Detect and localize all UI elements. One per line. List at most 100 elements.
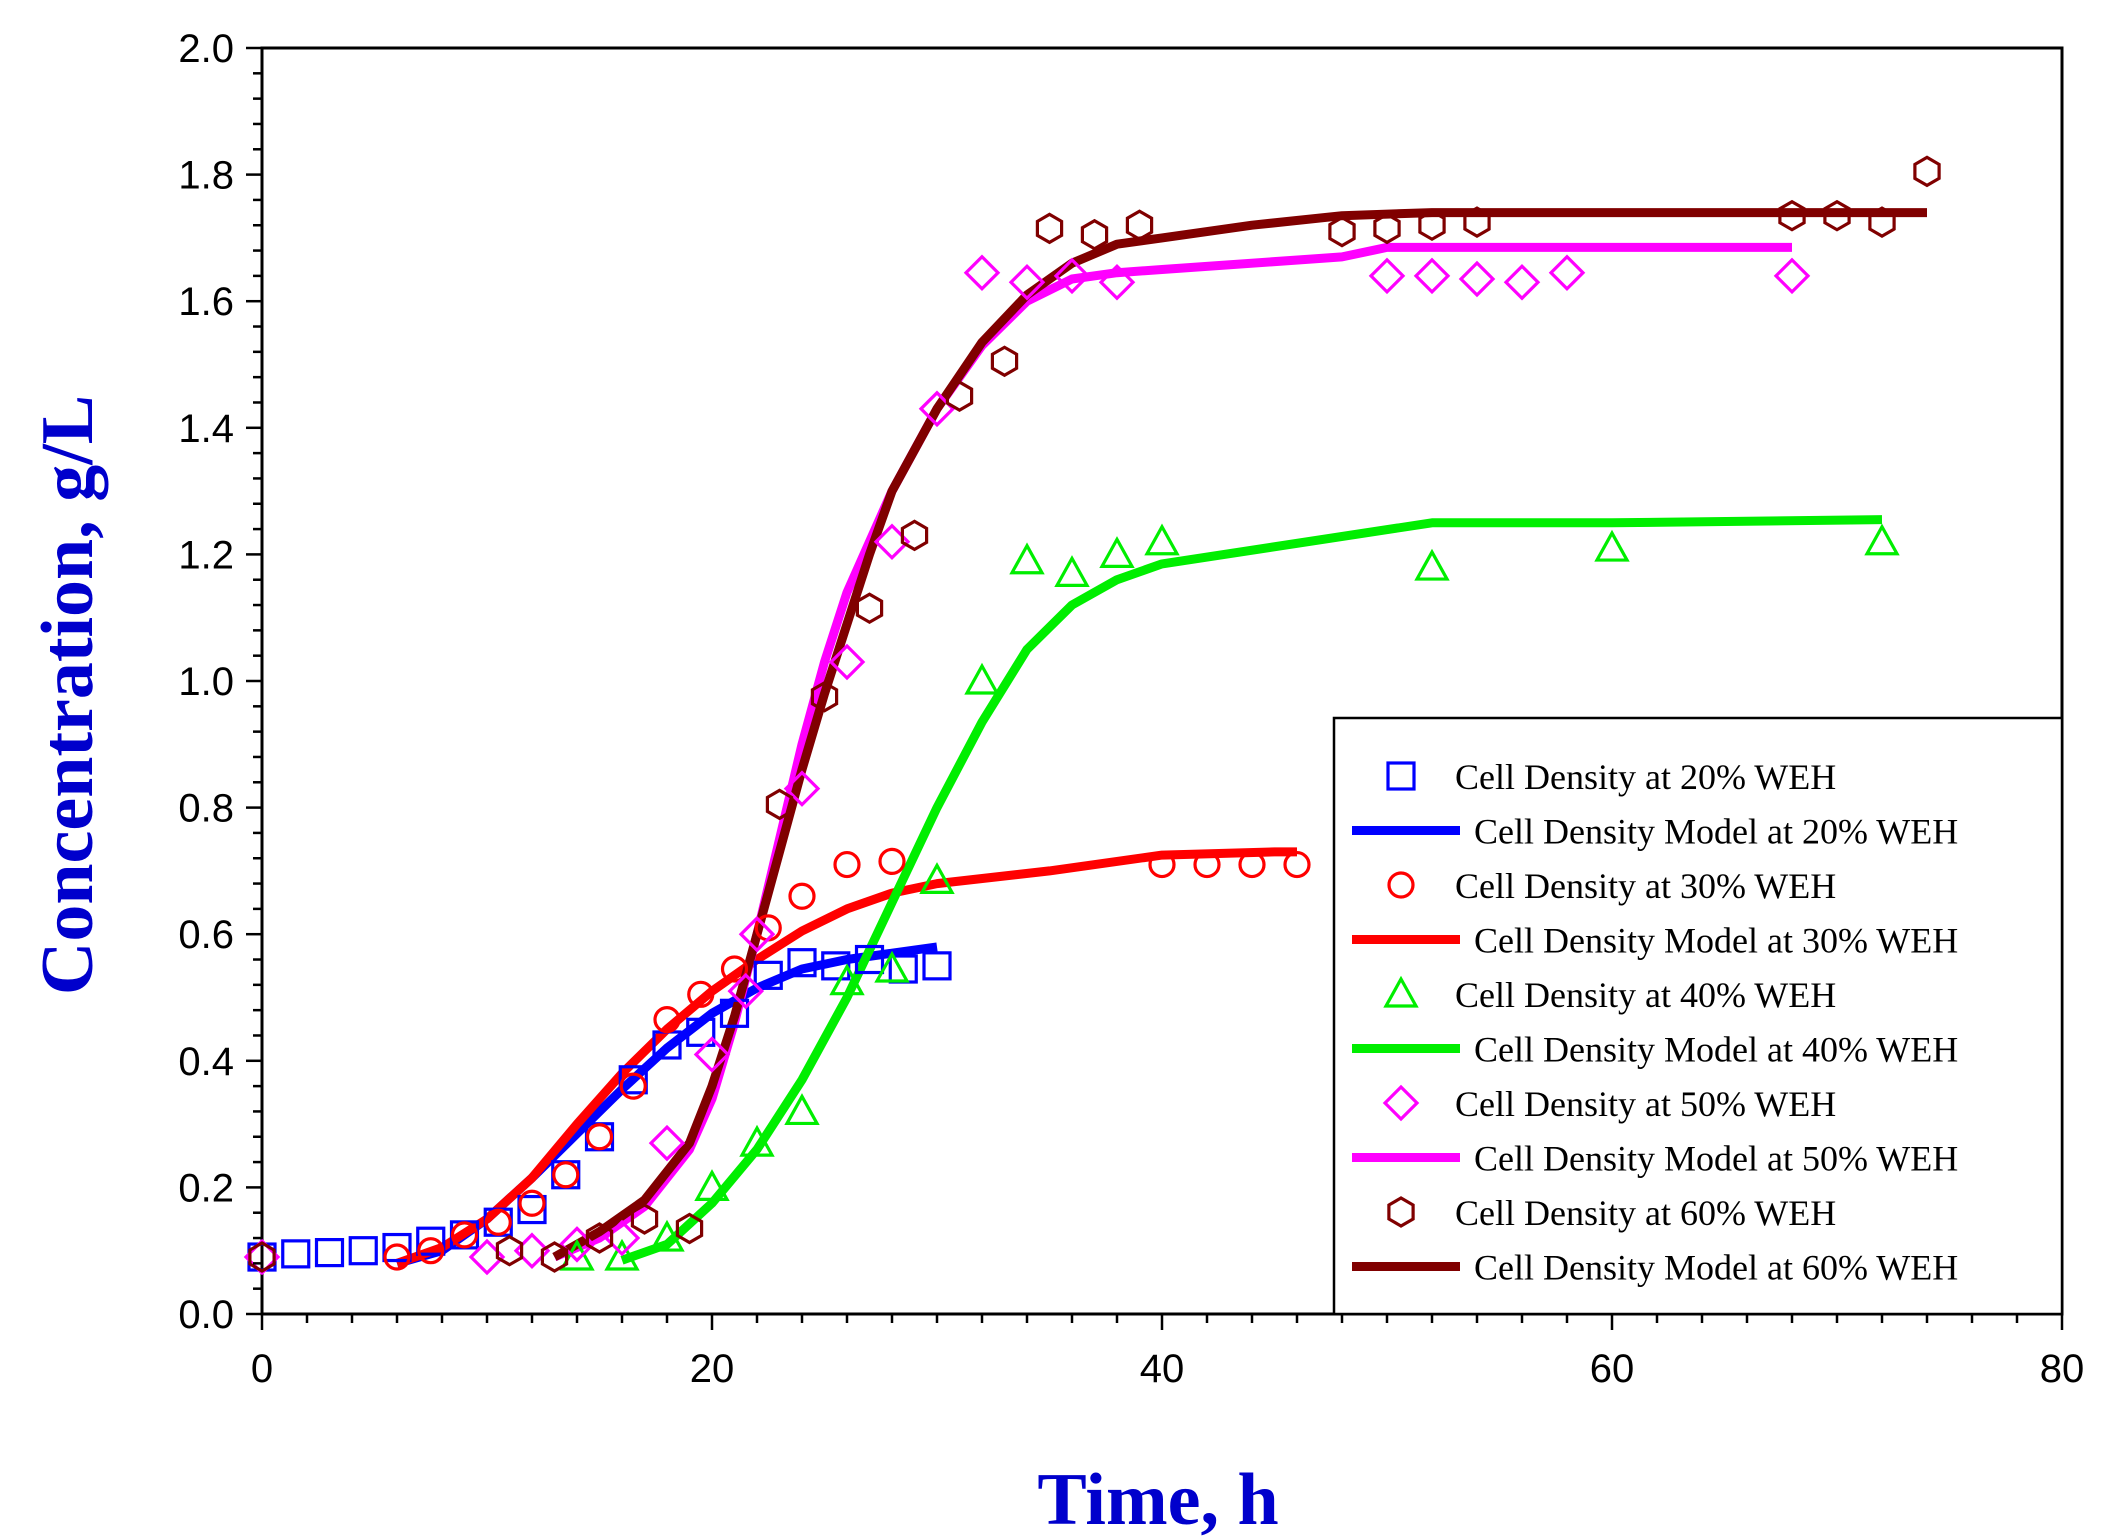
- axes: 0 20 40 60 80 0.0 0.2 0.4 0.6 0.8 1.0 1.2 1.4 1.6 1.8 2…: [178, 27, 2084, 1391]
- data-point: [874, 950, 910, 983]
- data-point: [1328, 215, 1356, 248]
- data-point: [630, 1203, 659, 1235]
- data-point: [559, 1238, 595, 1271]
- data-point: [693, 1036, 731, 1073]
- data-point: [417, 1237, 445, 1265]
- model-line-9: [552, 208, 1927, 1261]
- data-point: [552, 1161, 580, 1189]
- legend-item: Cell Density Model at 30% WEH: [1352, 921, 1958, 961]
- data-point: [783, 770, 821, 807]
- data-point: [649, 1219, 685, 1252]
- legend-item: Cell Density at 40% WEH: [1383, 975, 1836, 1015]
- data-point: [648, 1124, 686, 1162]
- data-point: [833, 850, 861, 879]
- data-point: [1594, 529, 1630, 562]
- data-point: [540, 1241, 569, 1273]
- x-tick-label: 0: [251, 1347, 273, 1391]
- y-tick-label: 1.8: [178, 154, 234, 198]
- data-point: [484, 1208, 512, 1236]
- data-point: [1913, 155, 1941, 188]
- data-point: [1283, 850, 1311, 879]
- data-point: [348, 1236, 378, 1266]
- y-tick-label: 1.6: [178, 280, 234, 324]
- data-point: [495, 1234, 524, 1267]
- legend-label: Cell Density Model at 40% WEH: [1474, 1030, 1958, 1070]
- legend-item: Cell Density Model at 40% WEH: [1352, 1030, 1958, 1070]
- data-point: [383, 1243, 411, 1271]
- legend-label: Cell Density at 60% WEH: [1455, 1193, 1836, 1233]
- x-tick-label: 20: [690, 1347, 735, 1391]
- data-point: [1373, 212, 1401, 245]
- data-point: [517, 1194, 547, 1225]
- data-point: [1823, 199, 1851, 232]
- legend-label: Cell Density at 40% WEH: [1455, 975, 1836, 1015]
- legend-item: Cell Density Model at 50% WEH: [1352, 1139, 1958, 1179]
- legend-item: Cell Density at 50% WEH: [1382, 1084, 1836, 1124]
- data-point: [1778, 199, 1806, 232]
- data-point: [829, 963, 865, 996]
- data-point: [518, 1189, 546, 1217]
- legend-item: Cell Density Model at 60% WEH: [1352, 1248, 1958, 1288]
- data-point: [821, 951, 851, 981]
- data-point: [281, 1239, 311, 1269]
- legend-marker-swatch: [1383, 975, 1419, 1008]
- legend-item: Cell Density at 30% WEH: [1387, 866, 1836, 906]
- y-tick-label: 0.8: [178, 787, 234, 831]
- data-point: [810, 680, 839, 713]
- marker-series-8: [248, 155, 1941, 1273]
- data-point: [1773, 257, 1811, 295]
- data-point: [1413, 257, 1451, 295]
- data-point: [675, 1212, 704, 1245]
- y-tick-label: 1.0: [178, 660, 234, 704]
- data-point: [1099, 536, 1135, 569]
- data-point: [990, 345, 1019, 378]
- data-point: [1053, 257, 1091, 295]
- data-point: [585, 1222, 614, 1254]
- y-tick-label: 0.0: [178, 1293, 234, 1337]
- data-point: [416, 1226, 446, 1256]
- data-point: [765, 788, 794, 821]
- data-point: [964, 662, 1000, 695]
- x-tick-label: 60: [1590, 1347, 1635, 1391]
- y-tick-label: 1.2: [178, 533, 234, 577]
- legend-label: Cell Density at 50% WEH: [1455, 1084, 1836, 1124]
- series-layer: [243, 155, 1941, 1276]
- y-tick-label: 1.4: [178, 407, 234, 451]
- legend-item: Cell Density at 20% WEH: [1386, 757, 1836, 797]
- data-point: [1368, 257, 1406, 295]
- legend-box: [1332, 716, 2064, 1316]
- data-point: [1864, 523, 1900, 556]
- data-point: [738, 915, 776, 953]
- data-point: [1418, 209, 1446, 242]
- model-line-3: [395, 847, 1297, 1268]
- data-point: [720, 955, 749, 983]
- data-point: [739, 1124, 775, 1157]
- data-point: [1144, 523, 1180, 556]
- legend-item: Cell Density at 60% WEH: [1387, 1193, 1836, 1233]
- data-point: [314, 1237, 345, 1268]
- data-point: [922, 951, 952, 981]
- marker-series-4: [559, 523, 1900, 1271]
- data-point: [1868, 206, 1896, 238]
- legend-marker-swatch: [1387, 1196, 1415, 1228]
- x-tick-label: 40: [1140, 1347, 1185, 1391]
- y-tick-label: 0.2: [178, 1166, 234, 1210]
- legend-item: Cell Density Model at 20% WEH: [1352, 812, 1958, 852]
- data-point: [878, 847, 906, 876]
- data-point: [686, 1017, 716, 1047]
- data-point: [963, 254, 1001, 291]
- marker-series-2: [383, 847, 1311, 1271]
- data-point: [1414, 548, 1450, 581]
- data-point: [855, 592, 884, 625]
- data-point: [1458, 260, 1496, 298]
- data-point: [1463, 206, 1491, 238]
- data-point: [604, 1238, 640, 1271]
- legend-label: Cell Density at 30% WEH: [1455, 866, 1836, 906]
- data-point: [1503, 263, 1541, 301]
- legend-label: Cell Density Model at 50% WEH: [1474, 1139, 1958, 1179]
- x-tick-label: 80: [2040, 1347, 2085, 1391]
- data-point: [1098, 263, 1136, 301]
- data-point: [784, 1093, 820, 1126]
- y-tick-label: 0.4: [178, 1040, 234, 1084]
